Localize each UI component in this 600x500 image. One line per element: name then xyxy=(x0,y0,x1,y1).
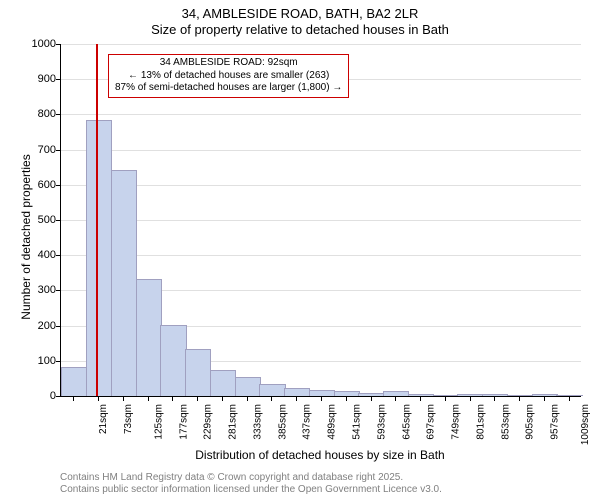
histogram-bar xyxy=(284,388,310,396)
x-tick xyxy=(420,396,421,401)
gridline xyxy=(61,44,581,45)
y-tick xyxy=(56,44,61,45)
x-tick-label: 645sqm xyxy=(401,404,412,440)
histogram-bar xyxy=(111,170,137,396)
histogram-bar xyxy=(334,391,360,396)
histogram-bar xyxy=(433,395,459,396)
x-tick-label: 73sqm xyxy=(123,404,134,434)
x-tick xyxy=(321,396,322,401)
y-tick xyxy=(56,150,61,151)
y-tick xyxy=(56,396,61,397)
x-tick-label: 125sqm xyxy=(153,404,164,440)
x-tick-label: 1009sqm xyxy=(580,404,591,445)
y-tick-label: 700 xyxy=(18,144,56,156)
x-tick-label: 385sqm xyxy=(277,404,288,440)
x-tick xyxy=(371,396,372,401)
y-tick xyxy=(56,255,61,256)
chart-container: 34, AMBLESIDE ROAD, BATH, BA2 2LR Size o… xyxy=(0,0,600,500)
y-axis-label: Number of detached properties xyxy=(19,137,33,337)
y-tick xyxy=(56,220,61,221)
x-tick xyxy=(296,396,297,401)
x-tick-label: 697sqm xyxy=(426,404,437,440)
y-tick-label: 100 xyxy=(18,355,56,367)
annotation-line: 87% of semi-detached houses are larger (… xyxy=(115,82,342,95)
x-tick xyxy=(222,396,223,401)
y-tick xyxy=(56,79,61,80)
x-tick-label: 437sqm xyxy=(302,404,313,440)
histogram-bar xyxy=(160,325,186,396)
x-tick xyxy=(445,396,446,401)
x-tick xyxy=(197,396,198,401)
y-tick-label: 500 xyxy=(18,214,56,226)
y-tick-label: 400 xyxy=(18,249,56,261)
x-tick xyxy=(148,396,149,401)
histogram-bar xyxy=(86,120,112,396)
chart-title-line1: 34, AMBLESIDE ROAD, BATH, BA2 2LR xyxy=(0,6,600,21)
y-tick xyxy=(56,326,61,327)
y-tick-label: 300 xyxy=(18,284,56,296)
x-tick-label: 853sqm xyxy=(500,404,511,440)
y-tick xyxy=(56,185,61,186)
footer-text-2: Contains public sector information licen… xyxy=(60,484,442,495)
x-tick-label: 177sqm xyxy=(178,404,189,440)
histogram-bar xyxy=(556,395,582,396)
x-tick-label: 957sqm xyxy=(550,404,561,440)
x-tick xyxy=(346,396,347,401)
y-tick-label: 900 xyxy=(18,73,56,85)
histogram-bar xyxy=(210,370,236,396)
plot-area: 34 AMBLESIDE ROAD: 92sqm← 13% of detache… xyxy=(60,44,581,397)
x-tick xyxy=(123,396,124,401)
y-tick-label: 1000 xyxy=(18,38,56,50)
gridline xyxy=(61,114,581,115)
histogram-bar xyxy=(235,377,261,396)
footer-text-1: Contains HM Land Registry data © Crown c… xyxy=(60,472,403,483)
y-tick-label: 200 xyxy=(18,320,56,332)
chart-title-line2: Size of property relative to detached ho… xyxy=(0,22,600,37)
y-tick-label: 0 xyxy=(18,390,56,402)
histogram-bar xyxy=(61,367,87,396)
x-tick xyxy=(470,396,471,401)
x-tick xyxy=(271,396,272,401)
x-tick-label: 21sqm xyxy=(98,404,109,434)
annotation-box: 34 AMBLESIDE ROAD: 92sqm← 13% of detache… xyxy=(108,54,349,98)
x-axis-label: Distribution of detached houses by size … xyxy=(60,448,580,462)
histogram-bar xyxy=(457,394,483,396)
x-tick xyxy=(519,396,520,401)
x-tick-label: 593sqm xyxy=(376,404,387,440)
gridline xyxy=(61,220,581,221)
histogram-bar xyxy=(532,394,558,396)
highlight-line xyxy=(96,44,98,396)
y-tick-label: 800 xyxy=(18,108,56,120)
annotation-line: 34 AMBLESIDE ROAD: 92sqm xyxy=(115,57,342,70)
x-tick xyxy=(494,396,495,401)
x-tick-label: 541sqm xyxy=(352,404,363,440)
x-tick xyxy=(73,396,74,401)
histogram-bar xyxy=(136,279,162,396)
y-tick xyxy=(56,361,61,362)
x-tick xyxy=(569,396,570,401)
annotation-line: ← 13% of detached houses are smaller (26… xyxy=(115,70,342,83)
x-tick xyxy=(172,396,173,401)
gridline xyxy=(61,150,581,151)
x-tick xyxy=(247,396,248,401)
x-tick-label: 229sqm xyxy=(203,404,214,440)
x-tick xyxy=(395,396,396,401)
y-tick xyxy=(56,114,61,115)
x-tick xyxy=(544,396,545,401)
x-tick-label: 801sqm xyxy=(475,404,486,440)
histogram-bar xyxy=(259,384,285,396)
x-tick-label: 333sqm xyxy=(253,404,264,440)
gridline xyxy=(61,255,581,256)
x-tick-label: 489sqm xyxy=(327,404,338,440)
y-tick-label: 600 xyxy=(18,179,56,191)
x-tick-label: 749sqm xyxy=(451,404,462,440)
y-tick xyxy=(56,290,61,291)
x-tick xyxy=(98,396,99,401)
gridline xyxy=(61,185,581,186)
x-tick-label: 905sqm xyxy=(525,404,536,440)
histogram-bar xyxy=(185,349,211,396)
x-tick-label: 281sqm xyxy=(228,404,239,440)
